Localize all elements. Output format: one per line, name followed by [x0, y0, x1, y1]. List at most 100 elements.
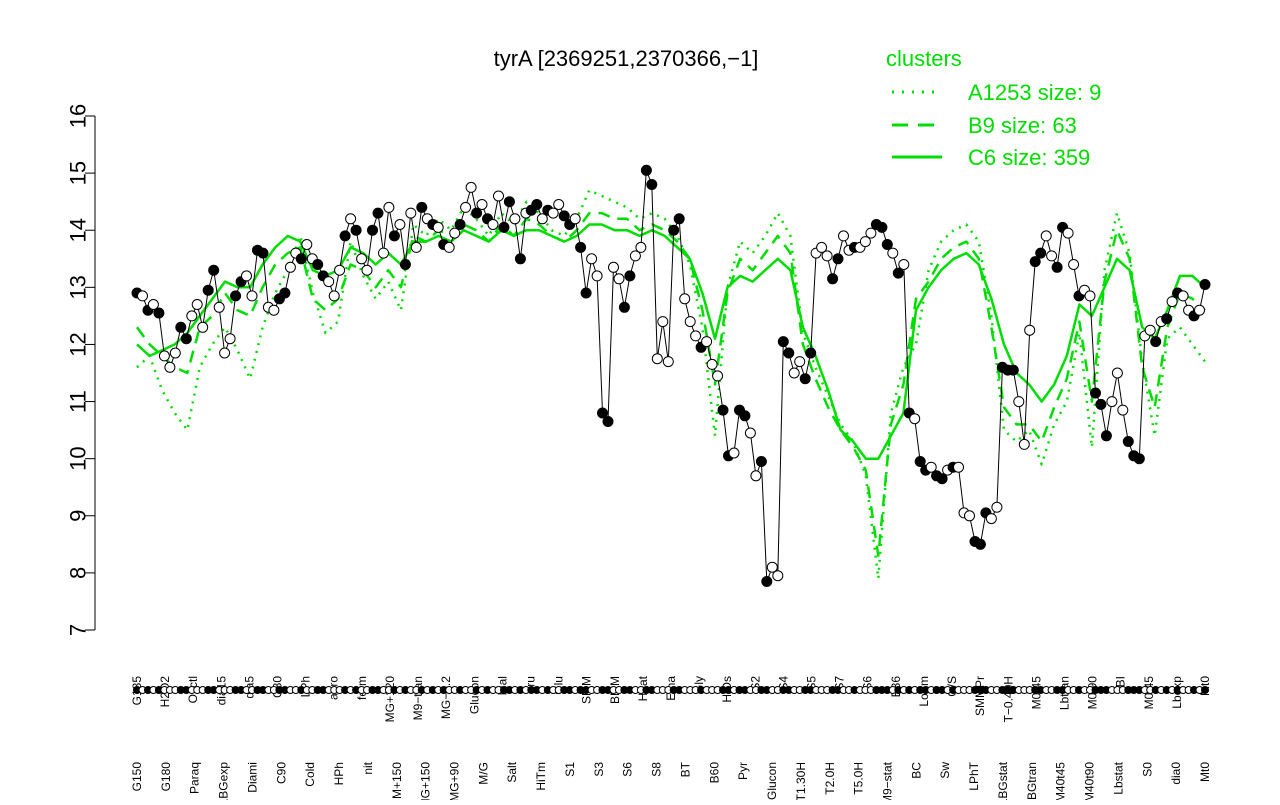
- x-tick-label-bottom: B60: [707, 762, 721, 784]
- data-point: [208, 264, 220, 276]
- data-point: [805, 347, 817, 359]
- x-tick-label-bottom: S0: [1140, 762, 1154, 777]
- data-point: [284, 261, 296, 273]
- x-tick-label-top: T−0.40H: [1001, 676, 1015, 722]
- data-point: [964, 510, 975, 522]
- data-point: [1199, 279, 1211, 290]
- data-point: [739, 410, 751, 422]
- data-point: [821, 250, 833, 262]
- x-tick-label-bottom: T2.0H: [823, 762, 837, 795]
- x-tick-label-top: MG−0.2: [439, 676, 453, 719]
- x-tick-label-bottom: dia0: [1169, 762, 1183, 785]
- data-point: [224, 333, 236, 345]
- data-point: [509, 213, 521, 225]
- x-tick-label-bottom: Cold: [303, 762, 317, 787]
- data-point: [668, 224, 680, 236]
- x-tick-label-top: SMMPr: [973, 676, 987, 716]
- x-axis-labels: G135H2O2Oxctldia15dia5C30LPhaerofermMG+1…: [130, 675, 1212, 805]
- x-tick-label-bottom: LBGtran: [1025, 762, 1039, 800]
- data-point: [295, 253, 307, 265]
- data-point: [191, 299, 203, 310]
- data-point: [1046, 250, 1058, 262]
- data-point: [865, 227, 877, 239]
- y-tick-label: 13: [66, 275, 91, 299]
- data-point: [783, 347, 795, 359]
- data-point: [213, 301, 225, 313]
- data-point: [1150, 336, 1162, 348]
- x-tick-label-bottom: MG+90: [448, 762, 462, 800]
- data-point: [399, 259, 411, 270]
- data-point: [498, 221, 510, 233]
- data-point: [514, 253, 526, 265]
- data-point: [531, 199, 543, 210]
- x-tick-label-bottom: nit: [361, 761, 375, 774]
- data-point: [378, 247, 389, 259]
- data-point: [257, 247, 269, 259]
- x-tick-label-bottom: S8: [650, 762, 664, 777]
- data-point: [1177, 290, 1189, 302]
- data-point: [761, 576, 773, 587]
- data-point: [503, 196, 515, 208]
- data-point: [405, 207, 417, 219]
- data-point: [624, 270, 636, 282]
- data-point: [361, 264, 373, 276]
- data-point: [586, 253, 598, 265]
- data-point: [859, 236, 871, 248]
- legend: clusters A1253 size: 9 B9 size: 63 C6 si…: [886, 46, 1101, 170]
- data-point: [372, 207, 384, 219]
- data-point: [898, 259, 910, 270]
- data-point: [219, 347, 231, 359]
- x-tick-label-bottom: Glucon: [765, 762, 779, 800]
- x-tick-label-bottom: BC: [909, 762, 923, 779]
- x-tick-label-bottom: HPh: [332, 762, 346, 785]
- data-point: [356, 253, 368, 265]
- data-point: [394, 219, 406, 230]
- data-point: [312, 259, 324, 270]
- data-point: [202, 284, 214, 296]
- data-point: [1068, 259, 1080, 270]
- chart-title: tyrA [2369251,2370366,−1]: [494, 46, 759, 71]
- x-tick-label-bottom: G150: [130, 762, 144, 792]
- x-tick-label-bottom: S3: [592, 762, 606, 777]
- data-point: [1018, 438, 1030, 450]
- data-point: [602, 416, 614, 427]
- data-point: [1161, 313, 1173, 325]
- data-point: [1106, 396, 1118, 408]
- data-point: [1024, 324, 1036, 336]
- points-layer: [131, 164, 1211, 587]
- data-point: [712, 370, 724, 382]
- data-point: [169, 347, 181, 359]
- data-point: [914, 456, 926, 467]
- data-point: [887, 247, 899, 259]
- data-point: [936, 473, 948, 485]
- x-tick-label-bottom: G180: [159, 762, 173, 792]
- data-point: [454, 219, 466, 230]
- legend-title: clusters: [886, 46, 962, 71]
- data-point: [794, 356, 806, 368]
- x-tick-label-bottom: M40t45: [1054, 762, 1068, 800]
- data-point: [640, 164, 652, 176]
- data-point: [569, 213, 581, 225]
- x-tick-label-bottom: Diami: [246, 762, 260, 793]
- x-tick-label-bottom: Mt0: [1198, 762, 1212, 782]
- data-point: [553, 199, 565, 210]
- data-point: [350, 224, 362, 236]
- data-point: [662, 356, 674, 368]
- data-point: [328, 290, 340, 302]
- data-point: [547, 207, 559, 219]
- data-point: [755, 456, 767, 467]
- data-point: [881, 239, 893, 250]
- data-point: [613, 273, 625, 285]
- y-axis-ticks: 7 8 9 10 11 12 13 14 15 16: [66, 104, 95, 636]
- data-point: [367, 224, 378, 236]
- legend-entry-b9: B9 size: 63: [968, 113, 1077, 138]
- y-tick-label: 12: [66, 332, 91, 356]
- x-tick-label-bottom: LBGexp: [217, 762, 231, 800]
- data-point: [137, 290, 148, 302]
- data-point: [684, 316, 696, 328]
- x-tick-label-bottom: C90: [274, 762, 288, 784]
- data-point: [985, 513, 997, 525]
- data-point: [772, 570, 784, 582]
- x-tick-label-bottom: Pyr: [736, 762, 750, 780]
